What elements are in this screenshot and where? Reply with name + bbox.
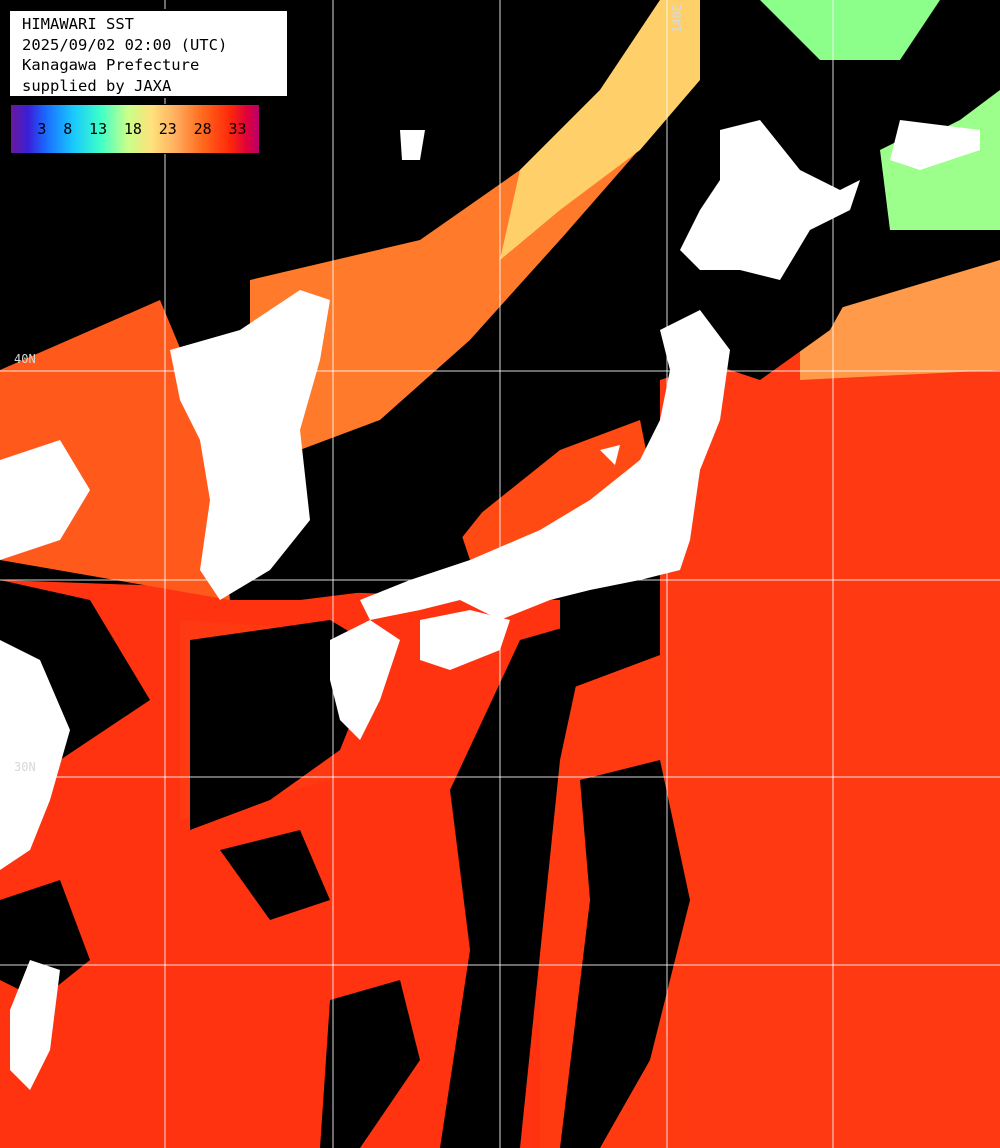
cloud-mask-8: [220, 830, 330, 920]
sakhalin-coast: [890, 120, 980, 170]
shikoku: [420, 610, 510, 670]
hokkaido: [680, 120, 860, 280]
north-pacific-mild: [800, 260, 1000, 380]
china-coast-north: [0, 440, 90, 560]
pacific-warm-sea: [660, 270, 1000, 1148]
product-title: HIMAWARI SST: [22, 15, 134, 33]
kyushu: [330, 620, 400, 740]
cloud-mask-1: [210, 100, 720, 600]
colorbar-tick: 3: [37, 120, 47, 138]
lon-label-140e: 140E: [670, 4, 684, 33]
lat-label-30n: 30N: [14, 760, 36, 774]
info-box: HIMAWARI SST 2025/09/02 02:00 (UTC) Kanaga…: [8, 9, 289, 98]
colorbar-tick: 13: [89, 120, 108, 138]
china-coast-south: [0, 640, 70, 870]
colorbar-tick: 23: [158, 120, 177, 138]
lat-label-40n: 40N: [14, 352, 36, 366]
japan-inner-sea: [460, 420, 650, 560]
temperature-colorbar: 3 8 13 18 23 28 33: [10, 104, 260, 154]
timestamp: 2025/09/02 02:00 (UTC): [22, 35, 228, 54]
dokdo-island: [400, 130, 425, 160]
colorbar-tick: 18: [123, 120, 142, 138]
cloud-mask-6: [880, 0, 1000, 150]
colorbar-tick: 28: [193, 120, 212, 138]
cloud-mask-9: [320, 980, 420, 1148]
cloud-mask-4: [560, 760, 690, 1148]
cloud-mask-10: [0, 880, 90, 1000]
colorbar-labels: 3 8 13 18 23 28 33: [11, 120, 259, 138]
colorbar-tick: 33: [228, 120, 247, 138]
korean-peninsula: [170, 290, 330, 600]
region-name: Kanagawa Prefecture: [22, 56, 200, 74]
colorbar-tick: 8: [63, 120, 73, 138]
okhotsk-cold: [760, 0, 940, 60]
taiwan: [10, 960, 60, 1090]
honshu: [360, 310, 730, 620]
cloud-mask-3: [440, 620, 590, 1148]
land-masses: [0, 120, 980, 1090]
sado-island: [600, 445, 620, 465]
data-credit: supplied by JAXA: [22, 76, 172, 95]
sea-of-japan-north: [500, 0, 710, 260]
